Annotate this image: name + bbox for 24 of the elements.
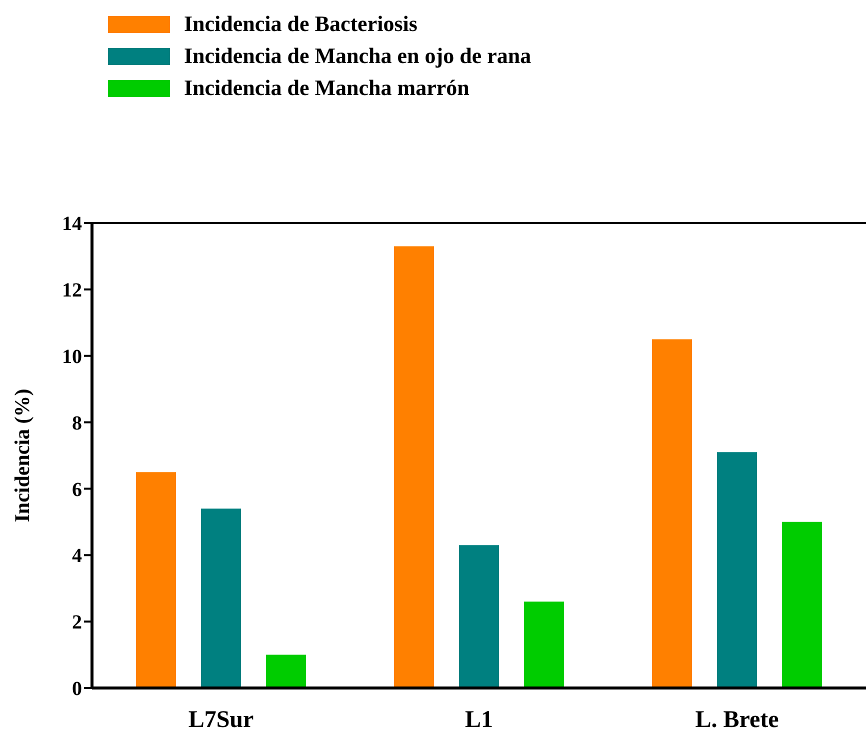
- y-tick-label: 6: [72, 478, 82, 501]
- bar: [266, 654, 306, 688]
- bar: [782, 522, 822, 688]
- y-tick-label: 10: [62, 346, 82, 368]
- y-tick-label: 14: [62, 213, 82, 236]
- legend-label: Incidencia de Mancha en ojo de rana: [184, 43, 532, 69]
- y-tick-label: 2: [72, 612, 82, 634]
- y-tick-label: 4: [72, 545, 82, 568]
- bar: [717, 452, 757, 688]
- y-tick-label: 12: [62, 280, 82, 302]
- bar: [524, 602, 564, 688]
- x-tick-label: L7Sur: [188, 707, 254, 734]
- x-tick-label: L. Brete: [695, 707, 780, 734]
- y-axis-title: Incidencia (%): [10, 388, 34, 522]
- bar: [201, 508, 241, 688]
- x-tick-label: L1: [464, 707, 494, 734]
- y-tick-label: 0: [72, 678, 82, 700]
- bar: [136, 472, 176, 688]
- legend-label: Incidencia de Mancha marrón: [184, 75, 470, 101]
- legend-label: Incidencia de Bacteriosis: [184, 11, 418, 37]
- bar: [459, 545, 499, 688]
- y-tick-label: 8: [72, 412, 82, 434]
- bar: [652, 339, 692, 688]
- bar: [394, 246, 434, 688]
